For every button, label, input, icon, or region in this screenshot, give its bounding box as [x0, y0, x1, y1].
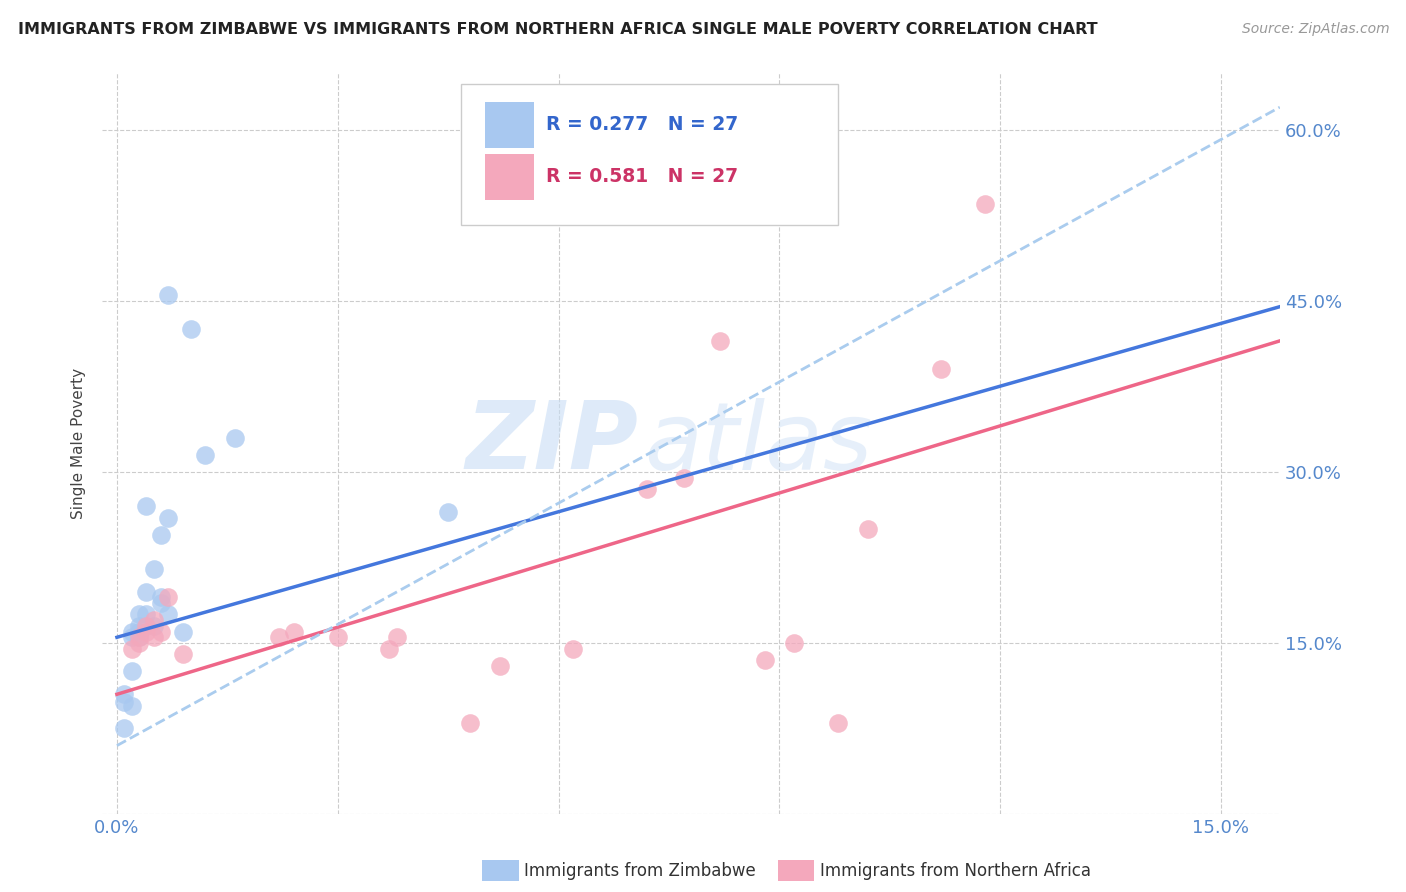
- Point: [112, 695, 135, 709]
- FancyBboxPatch shape: [461, 84, 838, 225]
- Text: Immigrants from Northern Africa: Immigrants from Northern Africa: [820, 862, 1091, 880]
- Point: [488, 658, 510, 673]
- Text: R = 0.277   N = 27: R = 0.277 N = 27: [546, 115, 738, 135]
- Point: [157, 510, 180, 524]
- Point: [135, 499, 157, 513]
- Point: [150, 596, 173, 610]
- Text: Source: ZipAtlas.com: Source: ZipAtlas.com: [1241, 22, 1389, 37]
- Point: [128, 619, 150, 633]
- Point: [224, 431, 246, 445]
- Point: [636, 482, 658, 496]
- FancyBboxPatch shape: [485, 153, 534, 200]
- Point: [783, 636, 806, 650]
- Point: [142, 562, 165, 576]
- Point: [385, 630, 408, 644]
- Point: [142, 630, 165, 644]
- Point: [121, 641, 143, 656]
- Point: [267, 630, 290, 644]
- Point: [378, 641, 401, 656]
- Point: [172, 624, 194, 639]
- Point: [121, 624, 143, 639]
- Point: [128, 636, 150, 650]
- Point: [172, 648, 194, 662]
- Point: [194, 448, 217, 462]
- Point: [135, 619, 157, 633]
- Point: [326, 630, 349, 644]
- Point: [827, 715, 849, 730]
- Point: [672, 471, 695, 485]
- Point: [150, 624, 173, 639]
- Point: [121, 630, 143, 644]
- Text: R = 0.581   N = 27: R = 0.581 N = 27: [546, 167, 738, 186]
- Point: [180, 322, 202, 336]
- Point: [142, 613, 165, 627]
- Point: [112, 687, 135, 701]
- Point: [929, 362, 952, 376]
- Point: [142, 619, 165, 633]
- Point: [437, 505, 460, 519]
- Point: [283, 624, 305, 639]
- Point: [128, 630, 150, 644]
- Point: [135, 624, 157, 639]
- Point: [121, 698, 143, 713]
- Point: [562, 641, 585, 656]
- FancyBboxPatch shape: [485, 102, 534, 148]
- Point: [112, 722, 135, 736]
- Text: ZIP: ZIP: [465, 398, 638, 490]
- Text: Immigrants from Zimbabwe: Immigrants from Zimbabwe: [524, 862, 756, 880]
- Y-axis label: Single Male Poverty: Single Male Poverty: [72, 368, 86, 519]
- Point: [128, 607, 150, 622]
- Point: [157, 607, 180, 622]
- Point: [754, 653, 776, 667]
- Text: atlas: atlas: [644, 398, 872, 489]
- Text: IMMIGRANTS FROM ZIMBABWE VS IMMIGRANTS FROM NORTHERN AFRICA SINGLE MALE POVERTY : IMMIGRANTS FROM ZIMBABWE VS IMMIGRANTS F…: [18, 22, 1098, 37]
- Point: [974, 197, 997, 211]
- Point: [856, 522, 879, 536]
- Point: [128, 624, 150, 639]
- Point: [709, 334, 731, 348]
- Point: [458, 715, 481, 730]
- Point: [135, 584, 157, 599]
- Point: [157, 591, 180, 605]
- Point: [135, 607, 157, 622]
- Point: [150, 527, 173, 541]
- Point: [150, 591, 173, 605]
- Point: [157, 288, 180, 302]
- Point: [128, 630, 150, 644]
- Point: [121, 665, 143, 679]
